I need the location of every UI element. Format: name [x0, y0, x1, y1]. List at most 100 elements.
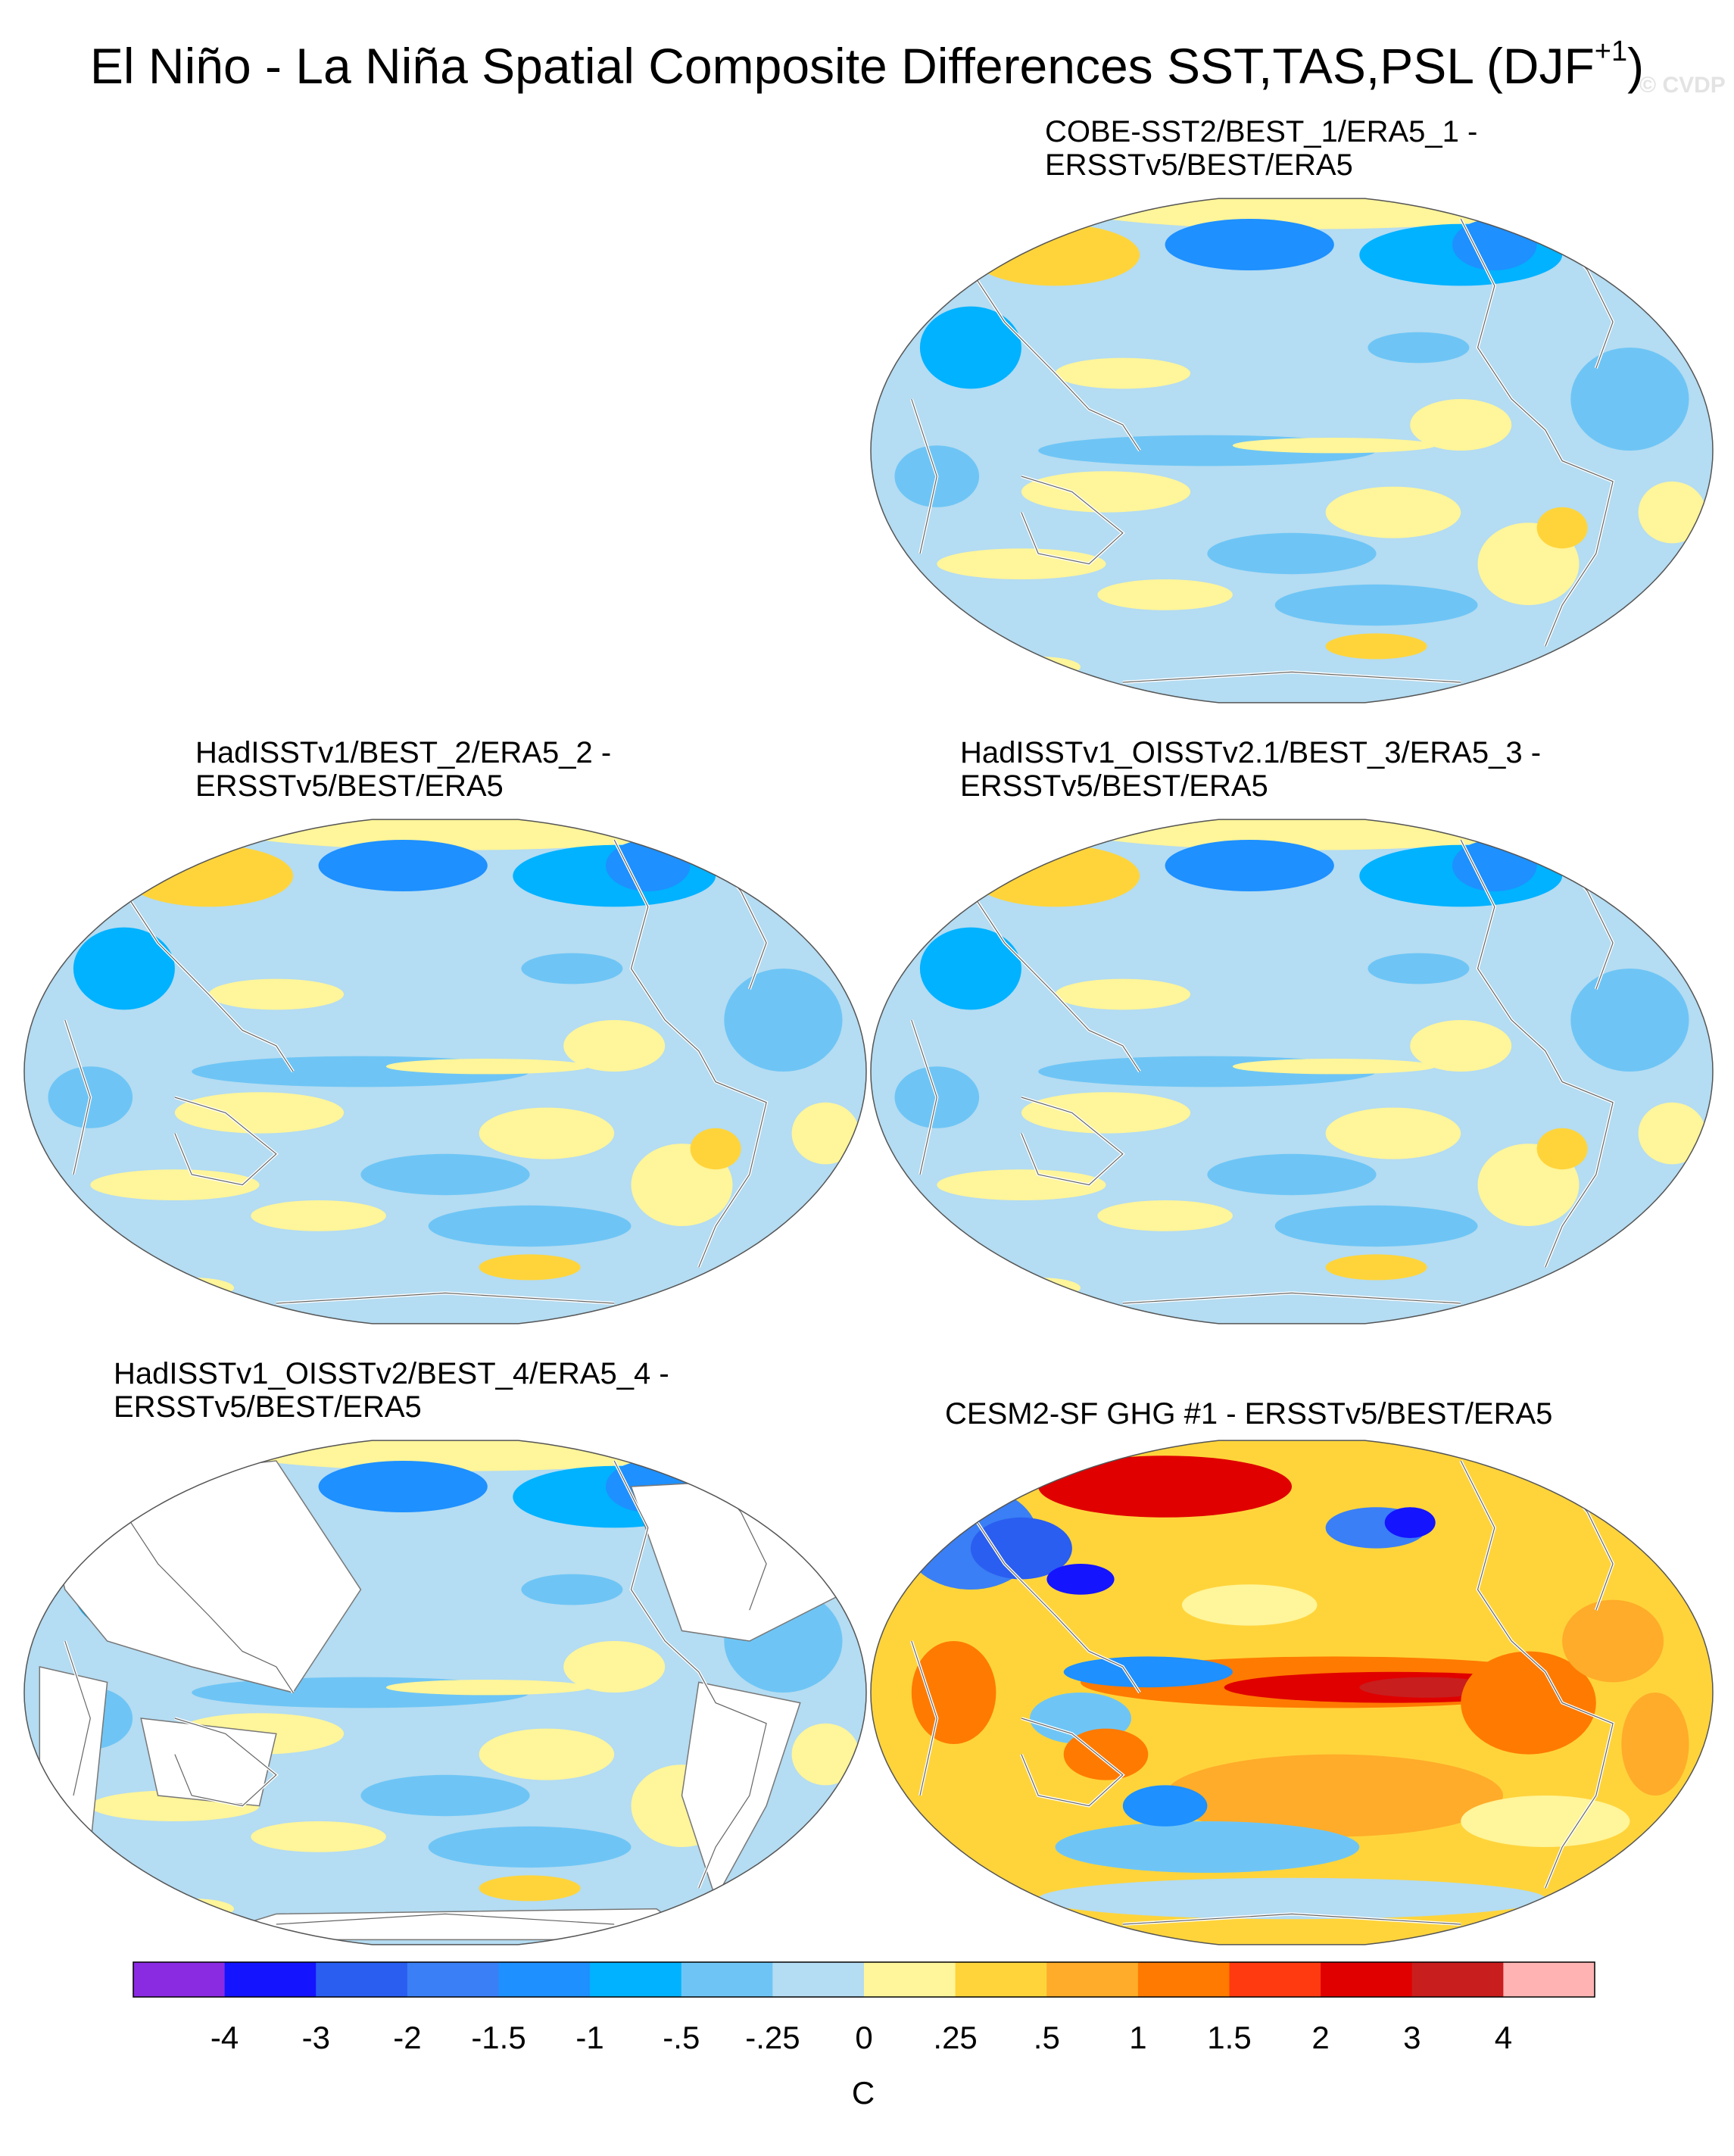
- coastline-edge: [911, 398, 937, 554]
- anomaly-region: [1232, 1059, 1436, 1075]
- anomaly-region: [919, 306, 1021, 389]
- anomaly-region: [1325, 486, 1461, 538]
- anomaly-region: [970, 844, 1140, 907]
- colorbar-tick-label: -1.5: [471, 2020, 526, 2055]
- coastline-edge: [174, 1718, 277, 1807]
- colorbar-swatch: [1137, 1962, 1230, 1997]
- colorbar-swatch: [1503, 1962, 1595, 1997]
- anomaly-region: [1038, 1877, 1545, 1920]
- land-mask: [140, 1718, 277, 1807]
- anomaly-region: [479, 1875, 581, 1902]
- coastline-edge: [953, 244, 1140, 451]
- colorbar-tick-label: -3: [301, 2020, 330, 2055]
- coastline-edge: [613, 1460, 767, 1889]
- coastline-edge: [107, 1486, 294, 1693]
- anomaly-region: [1055, 978, 1191, 1010]
- anomaly-region: [1274, 584, 1478, 626]
- colorbar-swatch: [224, 1962, 317, 1997]
- colorbar-units: C: [851, 2075, 875, 2111]
- colorbar-swatch: [407, 1962, 500, 1997]
- colorbar-tick-label: .25: [933, 2020, 978, 2055]
- anomaly-region: [1536, 507, 1588, 549]
- coastline-edge: [107, 865, 294, 1072]
- anomaly-region: [1165, 840, 1334, 891]
- anomaly-region: [1055, 1821, 1360, 1873]
- watermark: © CVDP: [1639, 73, 1726, 98]
- panel-title-1: COBE-SST2/BEST_1/ERA5_1 - ERSSTv5/BEST/ER…: [1045, 115, 1478, 182]
- map-outline: [23, 1440, 867, 1945]
- coastline-edge: [1460, 1460, 1614, 1889]
- anomaly-region: [724, 969, 843, 1072]
- map-panel-1: [870, 198, 1714, 704]
- anomaly-region: [174, 1092, 345, 1134]
- map-outline: [23, 819, 867, 1324]
- anomaly-region: [1046, 1564, 1115, 1595]
- anomaly-region: [208, 819, 716, 850]
- colorbar-swatch: [681, 1962, 773, 1997]
- colorbar-tick-label: -2: [393, 2020, 422, 2055]
- coastline-edge: [64, 1019, 91, 1175]
- anomaly-region: [791, 1102, 859, 1165]
- anomaly-region: [1621, 1693, 1689, 1796]
- anomaly-region: [1570, 348, 1689, 451]
- anomaly-region: [1638, 481, 1706, 544]
- anomaly-region: [690, 1128, 741, 1170]
- anomaly-region: [251, 1200, 386, 1231]
- anomaly-region: [1097, 579, 1233, 610]
- coastline-edge: [1021, 476, 1124, 565]
- coastline-edge: [953, 1486, 1140, 1693]
- anomaly-region: [428, 1205, 632, 1247]
- colorbar-tick-label: 2: [1311, 2020, 1330, 2055]
- anomaly-region: [1461, 1651, 1596, 1755]
- anomaly-region: [1055, 198, 1563, 229]
- colorbar-tick-label: -.25: [745, 2020, 800, 2055]
- colorbar-tick-label: .5: [1033, 2020, 1060, 2055]
- anomaly-region: [1063, 1728, 1149, 1780]
- colorbar-tick-label: 3: [1403, 2020, 1421, 2055]
- anomaly-region: [90, 1169, 260, 1200]
- coastline-edge: [1122, 671, 1461, 683]
- anomaly-region: [360, 1774, 530, 1817]
- anomaly-region: [521, 1574, 623, 1605]
- map-panel-3: [870, 819, 1714, 1324]
- panel-title-3: HadISSTv1_OISSTv2.1/BEST_3/ERA5_3 - ERSST…: [960, 736, 1542, 803]
- colorbar-tick-label: -.5: [663, 2020, 700, 2055]
- land-mask: [681, 1681, 801, 1900]
- anomaly-region: [791, 1723, 859, 1786]
- anomaly-region: [1461, 1796, 1630, 1847]
- map-panel-4: [23, 1440, 867, 1945]
- anomaly-region: [318, 840, 488, 891]
- anomaly-region: [911, 1641, 996, 1744]
- anomaly-region: [1384, 1507, 1436, 1538]
- panel-title-2: HadISSTv1/BEST_2/ERA5_2 - ERSSTv5/BEST/ER…: [195, 736, 612, 803]
- colorbar-swatch: [1411, 1962, 1504, 1997]
- coastline-edge: [1021, 1718, 1124, 1807]
- anomaly-region: [1325, 1254, 1427, 1281]
- panel-title-4: HadISSTv1_OISSTv2/BEST_4/ERA5_4 - ERSSTv5…: [114, 1357, 669, 1424]
- anomaly-region: [563, 1020, 666, 1072]
- anomaly-region: [1325, 1107, 1461, 1159]
- anomaly-region: [521, 953, 623, 984]
- anomaly-region: [1359, 1677, 1495, 1698]
- anomaly-region: [479, 1728, 615, 1780]
- anomaly-region: [970, 1517, 1072, 1580]
- anomaly-region: [563, 1641, 666, 1693]
- anomaly-region: [1055, 357, 1191, 389]
- anomaly-region: [360, 1153, 530, 1196]
- anomaly-region: [1410, 1020, 1512, 1072]
- map-outline: [870, 819, 1714, 1324]
- anomaly-region: [970, 223, 1140, 286]
- coastline-edge: [1460, 839, 1614, 1268]
- figure-title: El Niño - La Niña Spatial Composite Diff…: [89, 36, 1645, 94]
- anomaly-region: [385, 1680, 589, 1696]
- anomaly-region: [1181, 1584, 1318, 1626]
- colorbar-swatch: [1046, 1962, 1139, 1997]
- anomaly-region: [385, 1059, 589, 1075]
- anomaly-region: [1038, 1456, 1292, 1518]
- coastline-edge: [276, 1292, 615, 1304]
- anomaly-region: [1021, 1092, 1191, 1134]
- anomaly-region: [428, 1826, 632, 1868]
- colorbar-tick-label: 4: [1494, 2020, 1513, 2055]
- anomaly-region: [1562, 1599, 1664, 1683]
- anomaly-region: [1368, 332, 1470, 363]
